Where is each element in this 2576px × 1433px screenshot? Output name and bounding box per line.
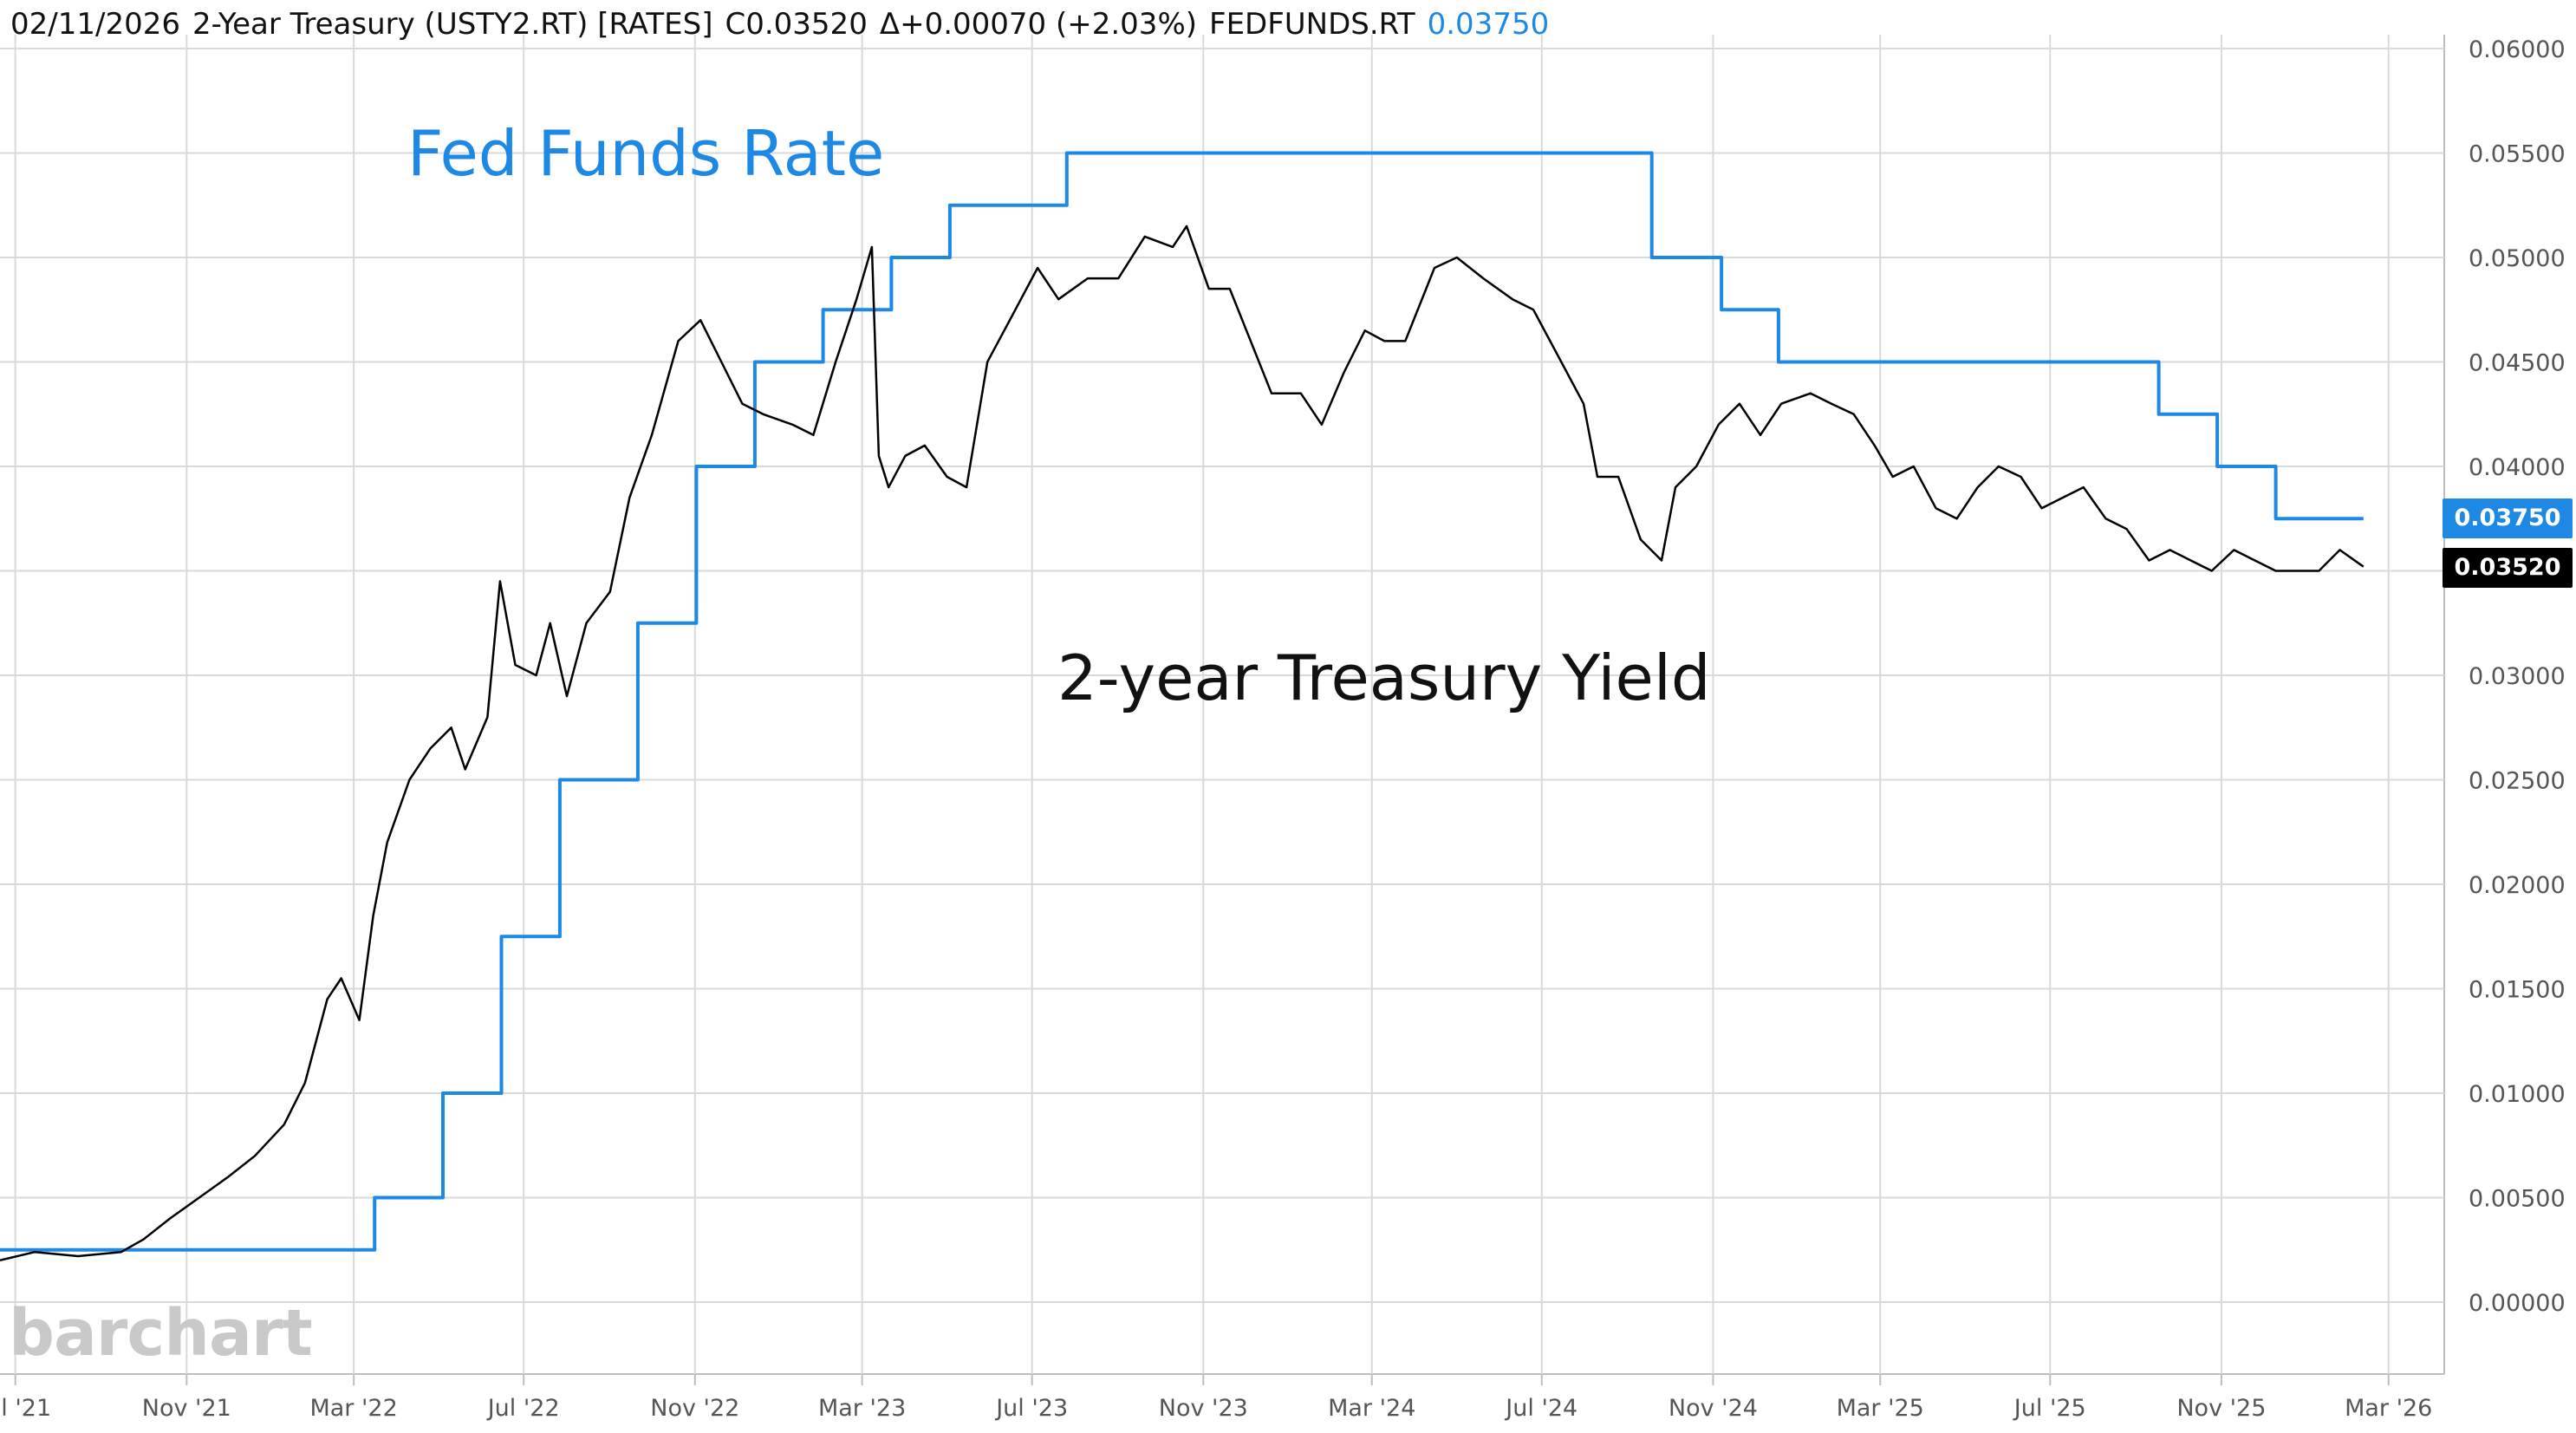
fed-funds-series-line: [0, 151, 2364, 1252]
axis-ticks: 0.00000 0.00500 0.01000 0.01500 0.02000 0.025…: [0, 36, 2566, 1422]
x-tick-label: Jul '21: [0, 1395, 51, 1422]
treasury-price-tag: 0.03520: [2443, 548, 2573, 588]
y-tick-label: 0.02000: [2469, 872, 2566, 899]
y-tick-label: 0.06000: [2469, 36, 2566, 63]
x-tick-label: Mar '24: [1328, 1395, 1415, 1422]
x-tick-label: Jul '24: [1504, 1395, 1577, 1422]
y-tick-label: 0.01500: [2469, 977, 2566, 1004]
x-tick-label: Nov '22: [650, 1395, 739, 1422]
x-tick-label: Mar '26: [2345, 1395, 2432, 1422]
x-tick-label: Jul '25: [2013, 1395, 2086, 1422]
x-tick-label: Mar '23: [818, 1395, 906, 1422]
barchart-logo: barchart: [9, 1296, 313, 1371]
fed-funds-price-tag: 0.03750: [2443, 498, 2573, 538]
header-change: Δ+0.00070 (+2.03%): [879, 7, 1198, 42]
y-tick-label: 0.05000: [2469, 245, 2566, 272]
header-overlay-symbol: FEDFUNDS.RT: [1209, 7, 1415, 42]
header-close: C0.03520: [725, 7, 868, 42]
y-tick-label: 0.02500: [2469, 768, 2566, 795]
x-tick-label: Nov '21: [142, 1395, 231, 1422]
series-lines: [0, 151, 2365, 1262]
x-tick-label: Mar '22: [309, 1395, 397, 1422]
x-tick-label: Nov '23: [1159, 1395, 1248, 1422]
y-tick-label: 0.00000: [2469, 1290, 2566, 1317]
y-tick-label: 0.04500: [2469, 350, 2566, 377]
treasury-series-line: [0, 225, 2365, 1262]
fed-funds-annotation: Fed Funds Rate: [407, 117, 885, 190]
header-date: 02/11/2026: [10, 7, 180, 42]
y-tick-label: 0.04000: [2469, 454, 2566, 481]
chart-header: 02/11/2026 2-Year Treasury (USTY2.RT) [RA…: [10, 7, 1561, 42]
x-tick-label: Mar '25: [1837, 1395, 1924, 1422]
x-tick-label: Jul '23: [994, 1395, 1068, 1422]
x-tick-label: Jul '22: [486, 1395, 560, 1422]
x-tick-label: Nov '25: [2176, 1395, 2266, 1422]
y-tick-label: 0.01000: [2469, 1081, 2566, 1108]
y-tick-label: 0.05500: [2469, 141, 2566, 168]
y-tick-label: 0.03000: [2469, 663, 2566, 690]
x-tick-label: Nov '24: [1669, 1395, 1758, 1422]
y-tick-label: 0.00500: [2469, 1186, 2566, 1213]
header-overlay-value: 0.03750: [1427, 7, 1550, 42]
treasury-annotation: 2-year Treasury Yield: [1057, 642, 1711, 714]
header-instrument: 2-Year Treasury (USTY2.RT) [RATES]: [192, 7, 713, 42]
